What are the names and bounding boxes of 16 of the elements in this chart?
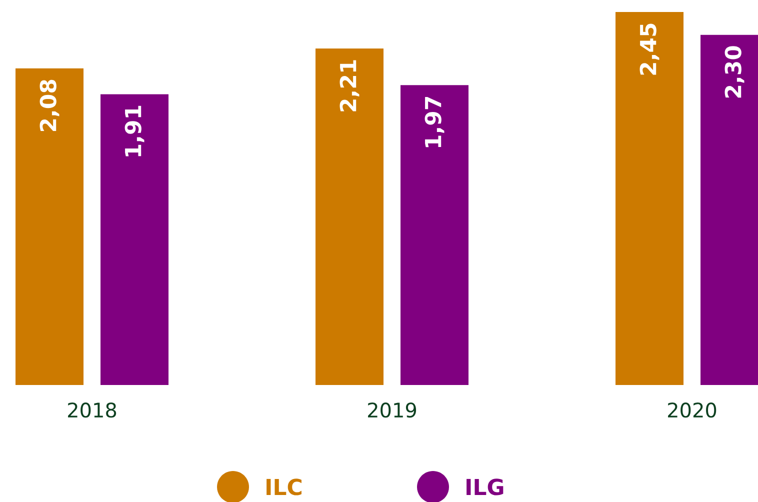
data-label: 1,91 xyxy=(124,106,144,156)
data-label: 2,30 xyxy=(724,46,744,98)
bar xyxy=(16,68,84,385)
bar xyxy=(100,94,169,385)
x-tick-label: 2018 xyxy=(68,402,116,418)
bar xyxy=(616,12,684,385)
data-label: 2,08 xyxy=(40,80,60,132)
x-tick-label: 2019 xyxy=(368,402,416,418)
bar xyxy=(400,85,469,385)
data-label: 1,97 xyxy=(424,96,444,148)
bar xyxy=(316,48,384,385)
legend-label: ILG xyxy=(466,478,504,496)
x-tick-label: 2020 xyxy=(668,402,716,418)
legend-label: ILC xyxy=(266,478,302,496)
data-label: 2,45 xyxy=(640,24,660,75)
data-label: 2,21 xyxy=(340,60,360,112)
